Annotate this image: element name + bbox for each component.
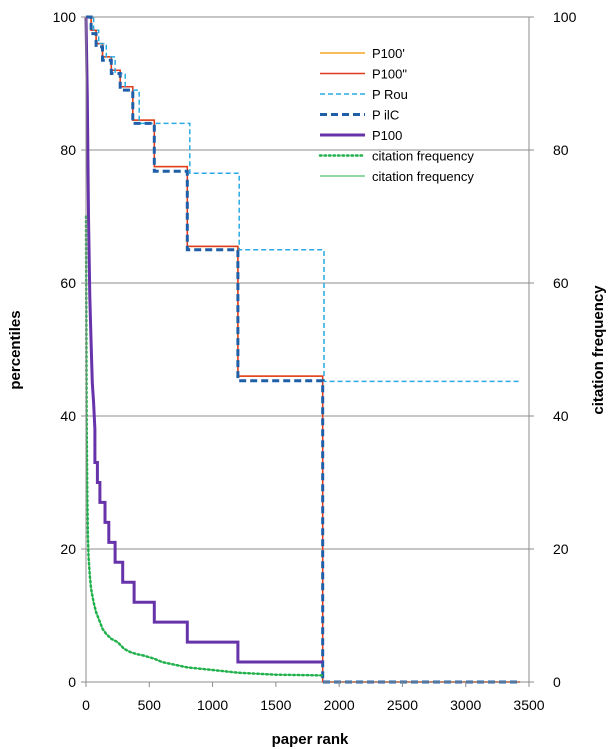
x-tick-label: 1500 bbox=[260, 697, 291, 713]
legend-label-0: P100' bbox=[372, 46, 405, 61]
x-tick-label: 500 bbox=[138, 697, 162, 713]
legend-label-2: P Rou bbox=[372, 87, 408, 102]
legend: P100' P100" P Rou P ilC P100 citation frequen… bbox=[318, 46, 474, 184]
series-lines bbox=[84, 15, 521, 684]
y2-tick-label: 80 bbox=[553, 142, 569, 158]
y-tick-label: 20 bbox=[60, 541, 76, 557]
series-line-5 bbox=[84, 215, 324, 677]
y-tick-label: 100 bbox=[53, 9, 77, 25]
y-tick-label: 40 bbox=[60, 408, 76, 424]
y-tick-label: 0 bbox=[68, 674, 76, 690]
series-line-0 bbox=[86, 16, 521, 683]
x-tick-label: 0 bbox=[82, 697, 90, 713]
x-tick-label: 3500 bbox=[513, 697, 544, 713]
x-axis-title: paper rank bbox=[272, 731, 349, 748]
y2-axis-title: citation frequency bbox=[590, 285, 607, 415]
y-tick-label: 80 bbox=[60, 142, 76, 158]
x-tick-label: 1000 bbox=[197, 697, 228, 713]
series-line-1 bbox=[86, 16, 521, 683]
gridlines bbox=[86, 16, 529, 550]
y2-tick-label: 60 bbox=[553, 275, 569, 291]
y-tick-label: 60 bbox=[60, 275, 76, 291]
y2-tick-label: 0 bbox=[553, 674, 561, 690]
axes bbox=[81, 16, 534, 687]
series-line-4 bbox=[84, 16, 323, 664]
x-tick-label: 3000 bbox=[450, 697, 481, 713]
y2-tick-label: 40 bbox=[553, 408, 569, 424]
series-line-2 bbox=[86, 16, 521, 383]
legend-label-4: P100 bbox=[372, 128, 402, 143]
x-tick-label: 2500 bbox=[387, 697, 418, 713]
legend-label-3: P ilC bbox=[372, 108, 399, 123]
y2-tick-label: 20 bbox=[553, 541, 569, 557]
legend-label-6: citation frequency bbox=[372, 169, 474, 184]
legend-label-5: citation frequency bbox=[372, 149, 474, 164]
legend-label-1: P100" bbox=[372, 67, 407, 82]
y-axis-title: percentiles bbox=[7, 310, 24, 389]
x-tick-label: 2000 bbox=[324, 697, 355, 713]
y2-tick-label: 100 bbox=[553, 9, 577, 25]
series-line-6 bbox=[85, 216, 323, 676]
series-line-3 bbox=[86, 15, 521, 684]
